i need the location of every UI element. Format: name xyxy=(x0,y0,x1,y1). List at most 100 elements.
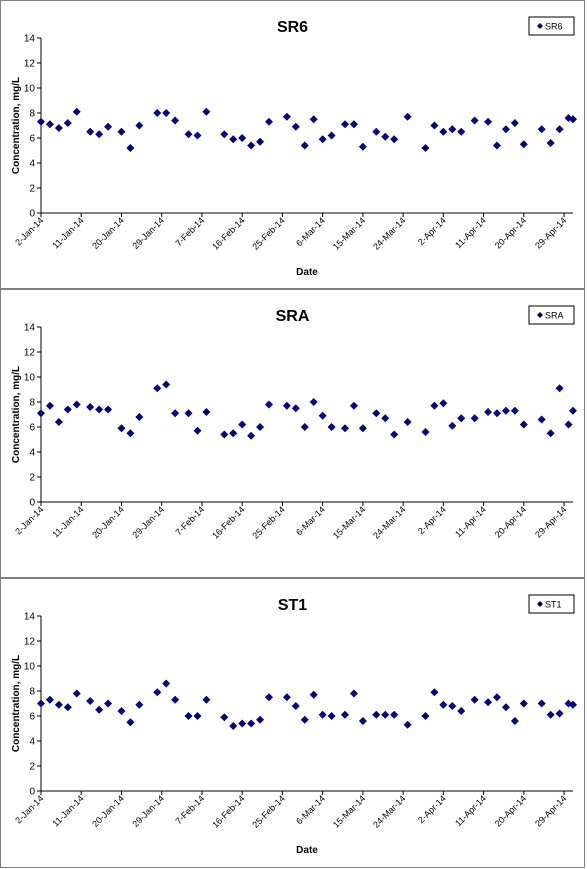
data-point xyxy=(390,710,399,719)
data-point xyxy=(220,713,229,722)
data-point xyxy=(510,406,519,415)
data-point xyxy=(37,117,45,126)
data-point xyxy=(37,699,45,708)
data-point xyxy=(403,720,412,729)
data-point xyxy=(162,380,171,389)
data-point xyxy=(327,423,336,431)
data-point xyxy=(282,112,291,121)
data-point xyxy=(381,710,390,719)
data-point xyxy=(501,406,510,415)
data-point xyxy=(86,403,95,411)
data-point xyxy=(484,408,493,416)
y-tick-label: 10 xyxy=(24,84,36,95)
x-tick-label: 25-Feb-14 xyxy=(250,504,286,540)
data-point xyxy=(439,399,448,408)
data-point xyxy=(63,703,72,712)
data-point xyxy=(493,693,501,702)
data-point xyxy=(448,421,457,430)
x-tick-label: 15-Mar-14 xyxy=(331,504,367,540)
data-point xyxy=(184,409,193,418)
y-tick-label: 2 xyxy=(29,762,35,773)
chart-panel-sr6: SR6 Concentration, mg/L 0 2 4 6 8 10 12 14 2-Jan-1… xyxy=(0,0,585,289)
data-point xyxy=(448,702,457,710)
data-point xyxy=(202,107,211,116)
y-tick-label: 4 xyxy=(29,448,35,459)
data-point xyxy=(126,429,135,438)
data-point xyxy=(171,116,180,125)
data-point xyxy=(341,710,349,719)
x-tick-label: 2-Jan-14 xyxy=(13,504,45,536)
data-point xyxy=(291,404,300,413)
data-point xyxy=(341,120,349,129)
data-point xyxy=(470,116,479,125)
x-tick-label: 11-Apr-14 xyxy=(453,504,488,539)
data-point xyxy=(493,141,501,150)
data-point xyxy=(72,400,81,409)
data-point xyxy=(390,430,399,439)
data-point xyxy=(372,710,381,719)
data-point xyxy=(104,122,113,131)
data-point xyxy=(86,127,95,136)
legend: ST1 xyxy=(528,594,575,614)
x-axis-label: Date xyxy=(296,845,318,856)
data-point xyxy=(510,717,519,725)
y-tick-label: 4 xyxy=(29,159,35,170)
data-point xyxy=(421,712,430,720)
data-point xyxy=(300,423,309,431)
data-point xyxy=(153,688,162,697)
data-point xyxy=(309,398,318,406)
legend-label: SR6 xyxy=(545,22,563,32)
data-point xyxy=(202,695,211,704)
x-tick-label: 7-Feb-14 xyxy=(173,793,206,826)
data-point xyxy=(184,130,193,139)
y-tick-label: 4 xyxy=(29,737,35,748)
data-point xyxy=(202,408,211,416)
chart-title: SRA xyxy=(276,308,310,325)
x-tick-label: 29-Apr-14 xyxy=(533,793,568,828)
data-point xyxy=(318,135,327,144)
data-point xyxy=(569,406,577,415)
x-tick-label: 11-Apr-14 xyxy=(453,793,488,828)
y-tick-label: 2 xyxy=(29,184,35,195)
chart-sra: SRA Concentration, mg/L 0 2 4 6 8 10 12 14 2-Jan-1… xyxy=(11,305,577,541)
y-tick-label: 6 xyxy=(29,134,35,145)
data-point xyxy=(153,384,162,393)
data-point xyxy=(135,413,144,421)
x-axis-label: Date xyxy=(296,267,318,278)
data-point xyxy=(569,115,577,124)
data-point xyxy=(448,125,457,134)
data-point xyxy=(555,384,564,393)
data-point xyxy=(153,109,162,117)
data-point xyxy=(569,700,577,709)
data-point xyxy=(126,718,135,727)
data-point xyxy=(519,699,528,708)
data-point xyxy=(493,409,501,418)
x-tick-label: 25-Feb-14 xyxy=(250,215,286,251)
y-tick-label: 12 xyxy=(24,59,36,70)
data-point xyxy=(318,411,327,420)
data-point xyxy=(510,119,519,127)
data-point xyxy=(537,699,546,708)
data-point xyxy=(421,144,430,152)
data-point xyxy=(238,719,247,728)
x-tick-label: 20-Jan-14 xyxy=(90,215,126,251)
data-point xyxy=(430,121,439,130)
data-point xyxy=(54,418,63,426)
data-point xyxy=(519,420,528,429)
x-tick-label: 2-Apr-14 xyxy=(416,504,448,536)
data-point xyxy=(104,405,113,414)
data-point xyxy=(229,722,238,730)
x-tick-label: 11-Jan-14 xyxy=(50,793,85,828)
data-point xyxy=(403,112,412,121)
data-point xyxy=(95,405,104,414)
y-tick-label: 14 xyxy=(24,612,36,623)
x-tick-label: 6-Mar-14 xyxy=(294,793,327,826)
data-point xyxy=(537,125,546,134)
data-point xyxy=(564,420,573,429)
data-point xyxy=(265,400,273,409)
data-point xyxy=(300,715,309,724)
data-point xyxy=(439,127,448,136)
data-point xyxy=(229,135,238,144)
data-point xyxy=(229,429,238,438)
legend-label: ST1 xyxy=(545,600,562,610)
